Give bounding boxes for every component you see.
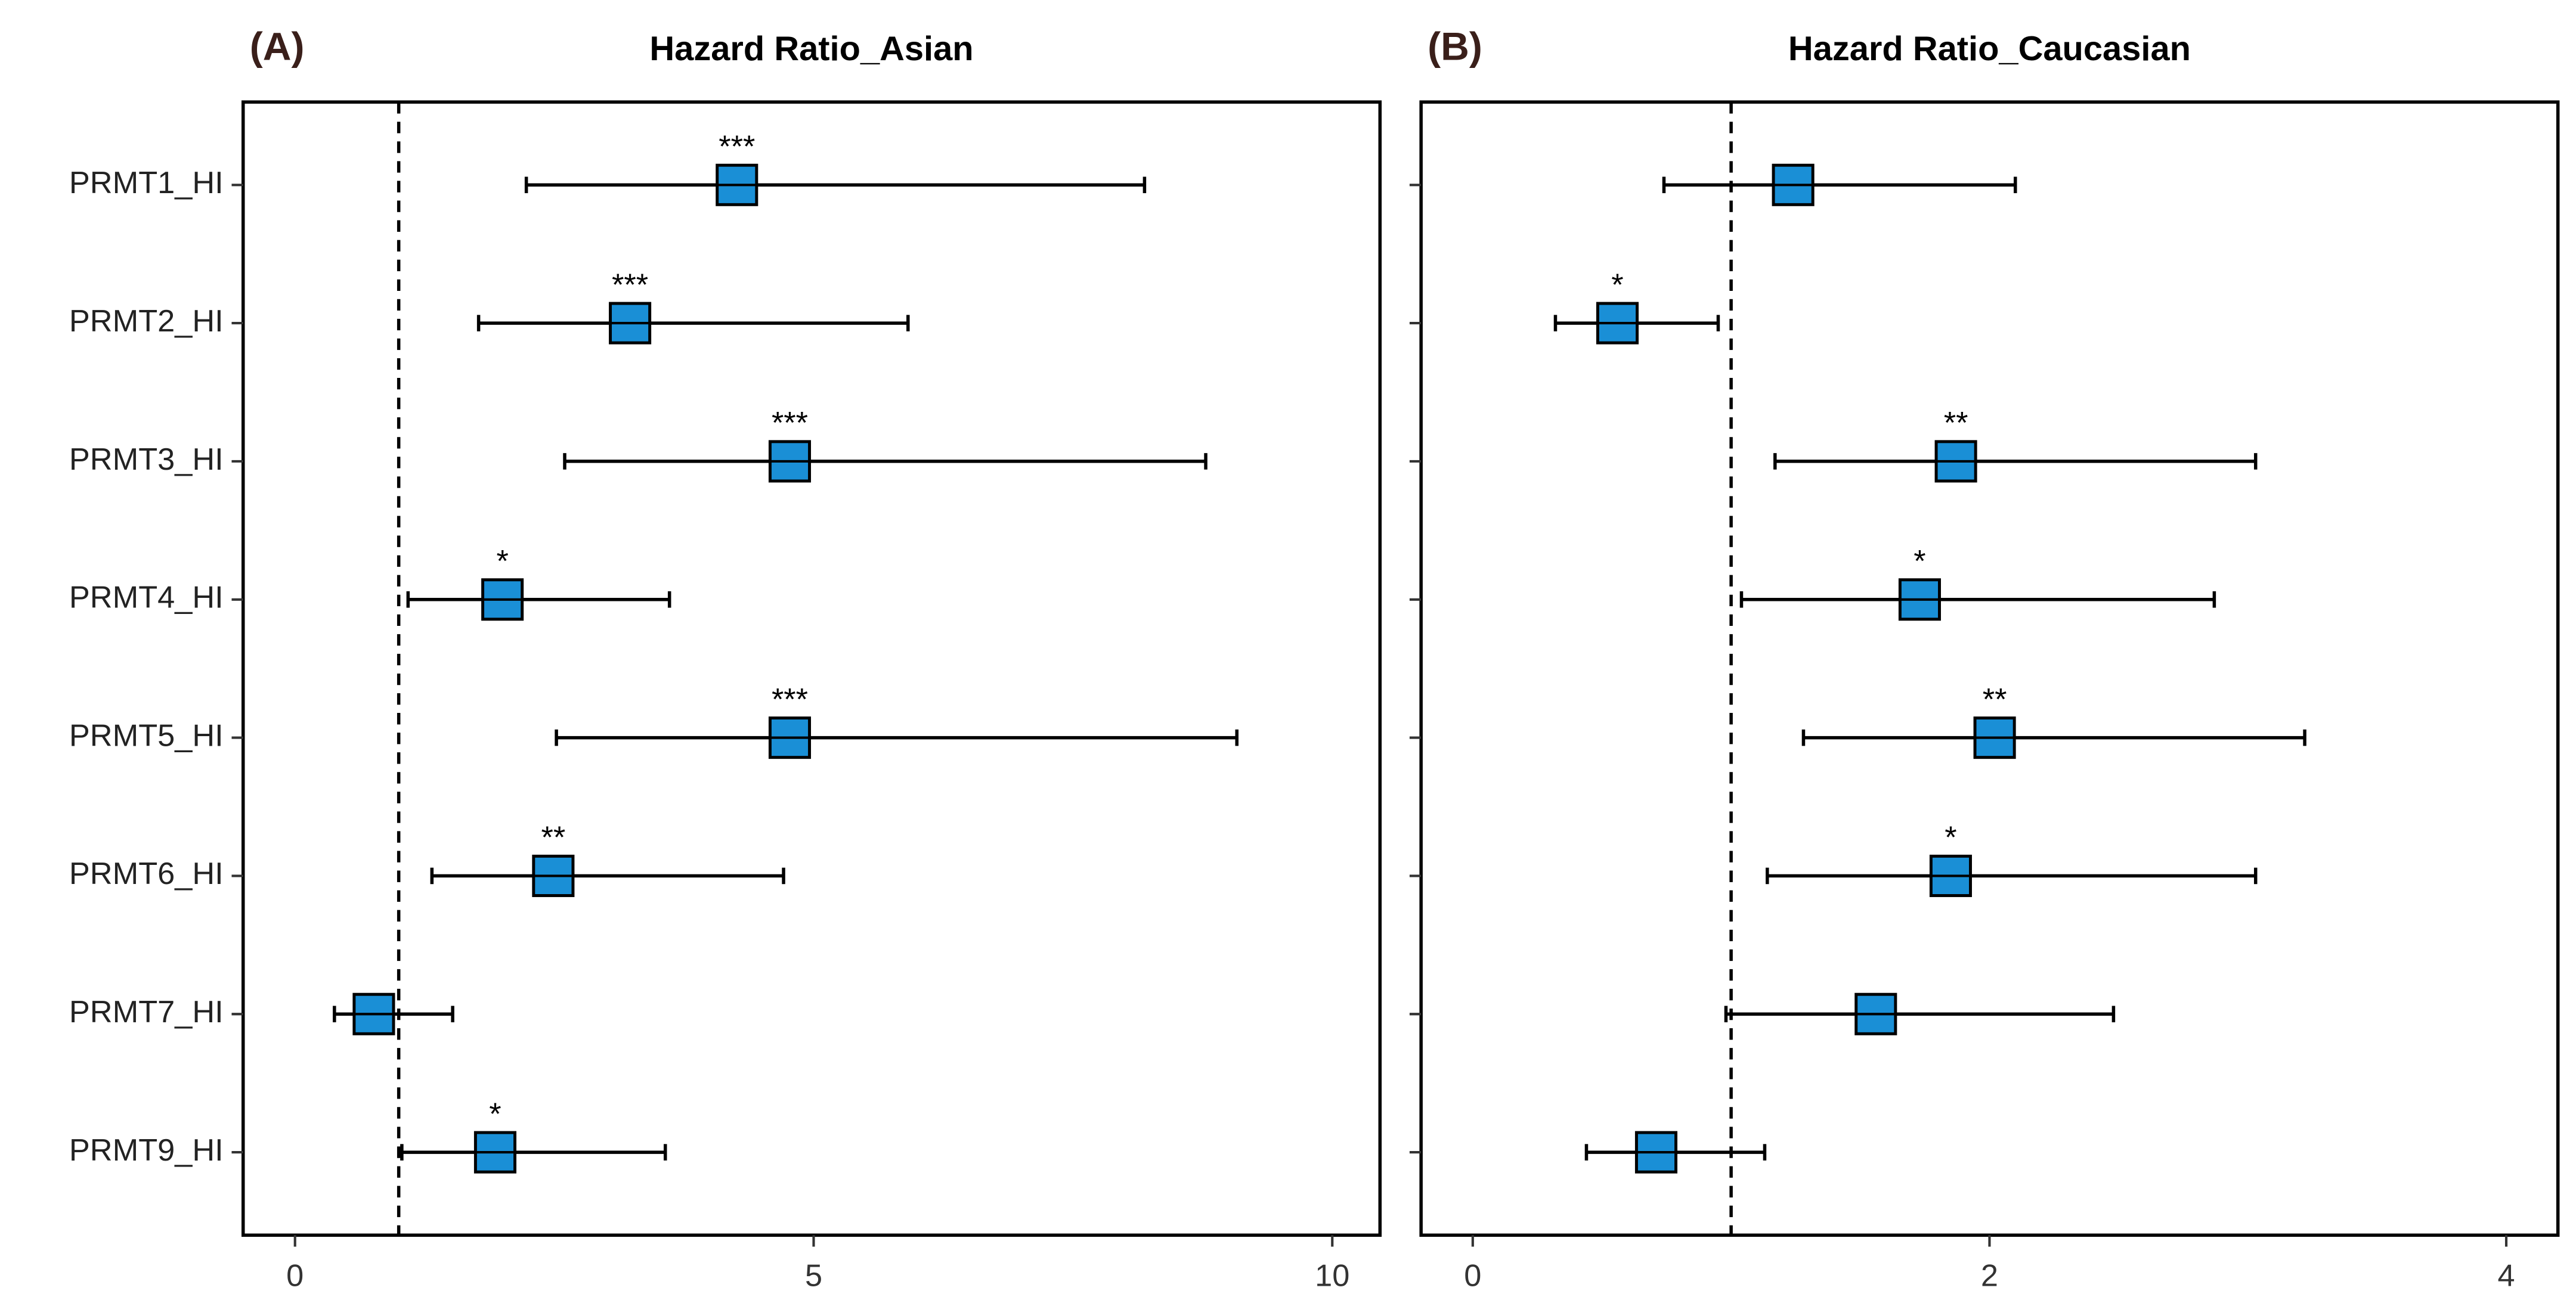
x-tick-label: 0 — [1464, 1259, 1481, 1293]
chart-title: Hazard Ratio_Caucasian — [1788, 30, 2191, 68]
significance-label: ** — [1983, 683, 2007, 717]
y-tick-label: PRMT7_HI — [69, 995, 224, 1029]
significance-label: * — [1611, 268, 1623, 302]
plot-frame — [1419, 100, 2560, 1237]
chart-title: Hazard Ratio_Asian — [649, 30, 973, 68]
x-tick-label: 0 — [286, 1259, 304, 1293]
y-tick-label: PRMT3_HI — [69, 442, 224, 477]
significance-label: ** — [541, 821, 566, 855]
panel-label: (A) — [250, 24, 305, 69]
significance-label: * — [496, 544, 508, 579]
y-tick-label: PRMT2_HI — [69, 304, 224, 339]
significance-label: *** — [612, 268, 648, 302]
significance-label: *** — [772, 683, 808, 717]
significance-label: *** — [772, 406, 808, 440]
significance-label: * — [1914, 544, 1925, 579]
plot-frame — [241, 100, 1382, 1237]
x-tick-label: 4 — [2497, 1259, 2515, 1293]
significance-label: ** — [1944, 406, 1968, 440]
y-tick-label: PRMT9_HI — [69, 1133, 224, 1168]
x-tick-label: 2 — [1981, 1259, 1998, 1293]
significance-label: * — [1945, 821, 1956, 855]
x-tick-label: 10 — [1315, 1259, 1349, 1293]
significance-label: *** — [719, 129, 755, 164]
significance-label: * — [489, 1097, 501, 1131]
y-tick-label: PRMT1_HI — [69, 166, 224, 200]
x-tick-label: 5 — [805, 1259, 822, 1293]
y-tick-label: PRMT5_HI — [69, 718, 224, 753]
y-tick-label: PRMT6_HI — [69, 857, 224, 891]
panel-label: (B) — [1428, 24, 1482, 69]
y-tick-label: PRMT4_HI — [69, 581, 224, 615]
